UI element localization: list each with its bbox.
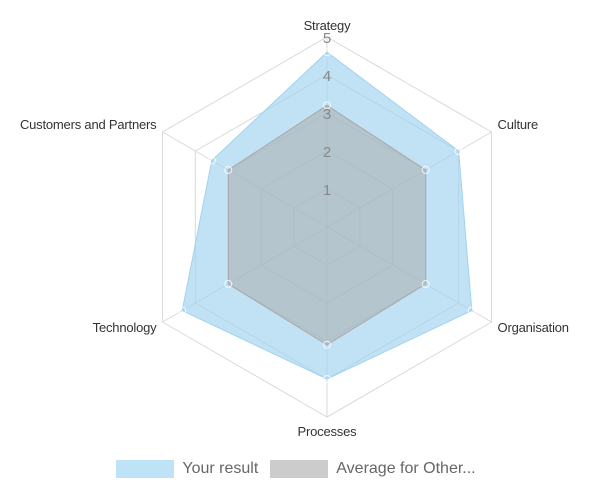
- radar-series: [178, 48, 476, 383]
- legend-label-average: Average for Other...: [336, 460, 476, 477]
- series-2-point-3: [421, 280, 430, 288]
- legend-item-average[interactable]: Average for Other...: [270, 460, 476, 478]
- legend-swatch-your-result: [116, 460, 175, 478]
- series-2-point-5: [224, 280, 233, 288]
- tick-label-4: 4: [323, 68, 331, 85]
- series-2-point-4: [323, 340, 331, 349]
- legend-swatch-average: [270, 460, 329, 478]
- series-1-point-6: [207, 156, 216, 165]
- series-1-point-1: [323, 48, 331, 57]
- axis-label-processes: Processes: [298, 424, 358, 439]
- tick-label-2: 2: [323, 144, 331, 161]
- tick-label-5: 5: [323, 30, 331, 47]
- legend-label-your-result: Your result: [182, 460, 259, 477]
- tick-label-3: 3: [323, 106, 331, 123]
- series-1-point-2: [454, 147, 463, 155]
- axis-label-culture: Culture: [498, 117, 539, 132]
- series-area-2: [227, 104, 427, 346]
- axis-label-strategy: Strategy: [304, 18, 352, 33]
- radar-axis-labels: Strategy Culture Organisation Processes Tech…: [20, 18, 569, 439]
- axis-label-organisation: Organisation: [498, 320, 569, 335]
- tick-label-1: 1: [323, 182, 331, 199]
- series-2-point-6: [224, 166, 233, 174]
- series-1-point-3: [467, 306, 476, 315]
- series-2-point-2: [421, 166, 430, 174]
- series-1-point-4: [323, 375, 331, 383]
- axis-label-customers-and-partners: Customers and Partners: [20, 117, 157, 132]
- axis-label-technology: Technology: [93, 320, 157, 335]
- series-1-point-5: [178, 306, 187, 315]
- legend-item-your-result[interactable]: Your result: [116, 460, 258, 478]
- chart-legend: Your result Average for Other...: [0, 460, 592, 478]
- series-2-point-1: [323, 101, 331, 110]
- radar-tick-labels: 1 2 3 4 5: [323, 30, 331, 199]
